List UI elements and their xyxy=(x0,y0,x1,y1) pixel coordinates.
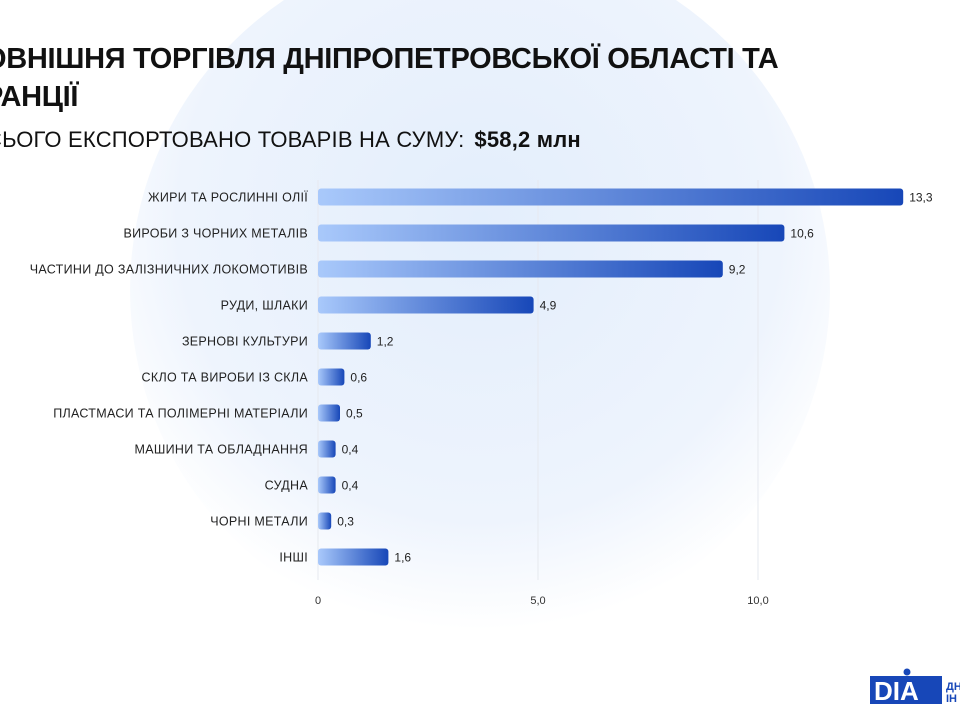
bar xyxy=(318,224,785,242)
value-label: 1,6 xyxy=(394,551,411,565)
category-label: МАШИНИ ТА ОБЛАДНАННЯ xyxy=(135,443,309,457)
bar xyxy=(318,368,345,386)
x-tick-label: 5,0 xyxy=(530,595,545,607)
title-line-2: РАНЦІЇ xyxy=(0,81,79,113)
value-label: 9,2 xyxy=(729,263,746,277)
svg-text:DIA: DIA xyxy=(874,676,919,706)
value-label: 0,4 xyxy=(342,443,359,457)
category-label: ІНШІ xyxy=(279,551,308,565)
bar xyxy=(318,512,332,530)
category-label: ПЛАСТМАСИ ТА ПОЛІМЕРНІ МАТЕРІАЛИ xyxy=(53,407,308,421)
subtitle: СЬОГО ЕКСПОРТОВАНО ТОВАРІВ НА СУМУ: $58,2… xyxy=(0,127,581,153)
page-title: ОВНІШНЯ ТОРГІВЛЯ ДНІПРОПЕТРОВСЬКОЇ ОБЛАС… xyxy=(0,40,779,116)
bar xyxy=(318,296,534,314)
category-label: ЖИРИ ТА РОСЛИННІ ОЛІЇ xyxy=(148,191,308,205)
bar xyxy=(318,332,371,350)
value-label: 1,2 xyxy=(377,335,394,349)
value-label: 0,6 xyxy=(350,371,367,385)
category-label: ЧОРНІ МЕТАЛИ xyxy=(210,515,308,529)
title-line-1: ОВНІШНЯ ТОРГІВЛЯ ДНІПРОПЕТРОВСЬКОЇ ОБЛАС… xyxy=(0,43,779,75)
subtitle-text: СЬОГО ЕКСПОРТОВАНО ТОВАРІВ НА СУМУ: xyxy=(0,127,465,152)
bar xyxy=(318,440,336,458)
value-label: 4,9 xyxy=(540,299,557,313)
dia-logo: DIA ДН ІН xyxy=(870,668,960,706)
category-label: ВИРОБИ З ЧОРНИХ МЕТАЛІВ xyxy=(124,227,309,241)
bar xyxy=(318,260,723,278)
svg-text:ДН: ДН xyxy=(946,681,960,693)
category-label: СУДНА xyxy=(265,479,309,493)
category-label: ЧАСТИНИ ДО ЗАЛІЗНИЧНИХ ЛОКОМОТИВІВ xyxy=(30,263,308,277)
value-label: 0,3 xyxy=(337,515,354,529)
value-label: 10,6 xyxy=(790,227,814,241)
x-tick-label: 10,0 xyxy=(747,595,768,607)
bar xyxy=(318,404,340,422)
bar xyxy=(318,188,904,206)
value-label: 13,3 xyxy=(909,191,933,205)
bar xyxy=(318,476,336,494)
category-label: СКЛО ТА ВИРОБИ ІЗ СКЛА xyxy=(142,371,309,385)
x-tick-label: 0 xyxy=(315,595,321,607)
category-label: ЗЕРНОВІ КУЛЬТУРИ xyxy=(182,335,308,349)
category-label: РУДИ, ШЛАКИ xyxy=(221,299,308,313)
value-label: 0,5 xyxy=(346,407,363,421)
background-circle xyxy=(130,0,830,640)
total-value: $58,2 млн xyxy=(474,127,581,152)
svg-text:ІН: ІН xyxy=(946,693,957,705)
bar xyxy=(318,548,389,566)
value-label: 0,4 xyxy=(342,479,359,493)
